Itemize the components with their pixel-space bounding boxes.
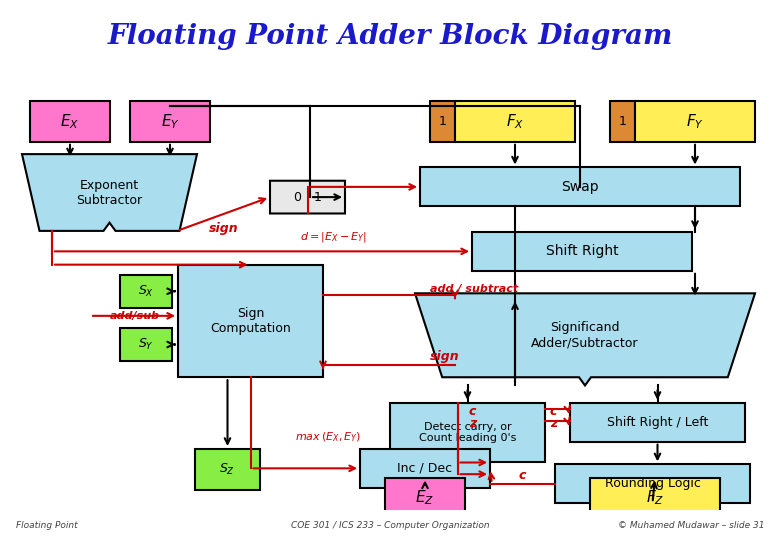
FancyBboxPatch shape	[455, 101, 575, 142]
FancyBboxPatch shape	[610, 101, 635, 142]
Text: $E_Y$: $E_Y$	[161, 112, 179, 131]
Polygon shape	[22, 154, 197, 231]
Text: c: c	[519, 469, 526, 482]
Text: Inc / Dec: Inc / Dec	[398, 462, 452, 475]
Text: COE 301 / ICS 233 – Computer Organization: COE 301 / ICS 233 – Computer Organizatio…	[291, 521, 489, 530]
Polygon shape	[415, 293, 755, 386]
Text: z: z	[550, 417, 557, 430]
Text: c: c	[550, 404, 558, 417]
Text: Shift Right / Left: Shift Right / Left	[607, 416, 708, 429]
FancyBboxPatch shape	[570, 403, 745, 442]
Text: $S_Z$: $S_Z$	[219, 462, 236, 477]
Text: Significand
Adder/Subtractor: Significand Adder/Subtractor	[531, 321, 639, 349]
FancyBboxPatch shape	[178, 265, 323, 377]
FancyBboxPatch shape	[385, 477, 465, 518]
Text: 0   1: 0 1	[293, 191, 321, 204]
Text: Detect carry, or
Count leading 0's: Detect carry, or Count leading 0's	[419, 422, 516, 443]
Text: $max\,(E_X, E_Y)$: $max\,(E_X, E_Y)$	[295, 431, 361, 444]
Text: Floating Point: Floating Point	[16, 521, 77, 530]
FancyBboxPatch shape	[430, 101, 455, 142]
FancyBboxPatch shape	[270, 181, 345, 213]
Text: $F_Z$: $F_Z$	[646, 489, 664, 508]
FancyBboxPatch shape	[30, 101, 110, 142]
Text: sign: sign	[430, 350, 459, 363]
Text: c: c	[469, 404, 476, 417]
FancyBboxPatch shape	[420, 167, 740, 206]
Text: $S_Y$: $S_Y$	[138, 337, 154, 352]
Text: $E_X$: $E_X$	[60, 112, 80, 131]
Text: Floating Point Adder Block Diagram: Floating Point Adder Block Diagram	[108, 23, 672, 50]
Text: z: z	[469, 417, 476, 430]
Text: Exponent
Subtractor: Exponent Subtractor	[76, 179, 143, 206]
FancyBboxPatch shape	[390, 403, 545, 462]
Text: Shift Right: Shift Right	[546, 245, 619, 258]
Text: sign: sign	[209, 222, 239, 235]
Text: $d= |E_X - E_Y|$: $d= |E_X - E_Y|$	[300, 230, 367, 244]
Text: $E_Z$: $E_Z$	[416, 489, 434, 508]
FancyBboxPatch shape	[360, 449, 490, 488]
FancyBboxPatch shape	[555, 464, 750, 503]
FancyBboxPatch shape	[590, 477, 720, 518]
FancyBboxPatch shape	[120, 275, 172, 308]
Text: $F_Y$: $F_Y$	[686, 112, 704, 131]
Text: Swap: Swap	[561, 180, 599, 194]
FancyBboxPatch shape	[130, 101, 210, 142]
Text: 1: 1	[438, 115, 446, 128]
Text: $S_X$: $S_X$	[138, 284, 154, 299]
Text: Rounding Logic: Rounding Logic	[604, 477, 700, 490]
Text: add/sub: add/sub	[110, 311, 160, 321]
FancyBboxPatch shape	[635, 101, 755, 142]
Text: © Muhamed Mudawar – slide 31: © Muhamed Mudawar – slide 31	[618, 521, 764, 530]
Text: Sign
Computation: Sign Computation	[210, 307, 291, 335]
Text: add / subtract: add / subtract	[430, 284, 518, 294]
Text: $F_X$: $F_X$	[506, 112, 524, 131]
FancyBboxPatch shape	[195, 449, 260, 490]
Text: 1: 1	[619, 115, 626, 128]
FancyBboxPatch shape	[472, 232, 692, 271]
FancyBboxPatch shape	[120, 328, 172, 361]
